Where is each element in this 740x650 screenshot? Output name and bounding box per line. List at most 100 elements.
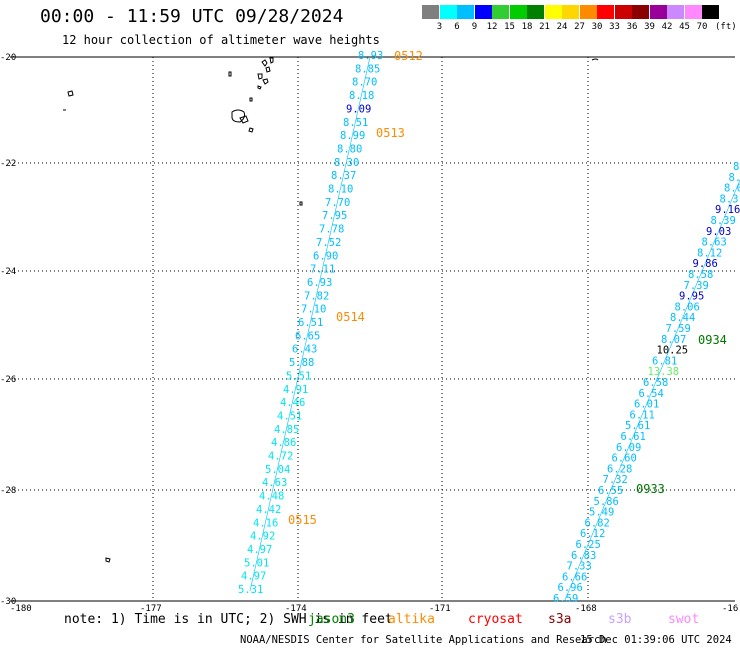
pass-time-label: 0933	[636, 482, 665, 496]
swh-value: 4.85	[274, 424, 299, 436]
island-outline	[231, 109, 245, 123]
legend-swatch	[509, 5, 527, 19]
island-outlines	[63, 57, 599, 563]
legend-label: 45	[679, 22, 690, 32]
legend-label: 30	[591, 22, 603, 32]
swh-value: 4.97	[247, 544, 272, 556]
swh-value: 4.46	[280, 397, 305, 409]
legend-label: 12	[486, 22, 498, 32]
swh-value: 13.38	[648, 366, 680, 378]
swh-value: 6.51	[298, 317, 323, 329]
swh-value: 9.16	[715, 204, 740, 216]
legend-unit: (ft)	[715, 22, 737, 32]
latitude-label: -26	[0, 375, 16, 385]
legend-label: 36	[626, 22, 638, 32]
legend-swatch	[597, 5, 614, 19]
swh-value: 8.58	[688, 269, 713, 281]
swh-value: 7.39	[684, 280, 709, 292]
swh-value: 7.33	[567, 561, 592, 573]
swh-value: 5.49	[589, 507, 614, 519]
map-title: 00:00 - 11:59 UTC 09/28/2024	[40, 6, 344, 27]
swh-value: 7.70	[325, 197, 350, 209]
legend-swatch	[527, 5, 544, 19]
swh-value: 5.04	[265, 464, 290, 476]
swh-value: 8.85	[355, 63, 380, 75]
swh-value: 4.51	[277, 410, 302, 422]
swh-value: 6.60	[612, 453, 637, 465]
swh-value: 6.25	[576, 539, 601, 551]
swh-value: 6.81	[652, 355, 677, 367]
swh-value: 6.96	[558, 582, 583, 594]
island-outline	[262, 78, 269, 85]
legend-label: 24	[556, 22, 568, 32]
swh-value: 8.18	[349, 90, 374, 102]
longitude-label: -171	[429, 604, 451, 614]
swh-value: 8.30	[334, 157, 359, 169]
island-outline	[257, 85, 262, 90]
satellite-label: cryosat	[468, 612, 523, 627]
legend-swatch	[702, 5, 719, 19]
swh-value: 6.93	[307, 277, 332, 289]
longitude-label: -168	[575, 604, 597, 614]
swh-value: 6.11	[630, 409, 655, 421]
legend-label: 9	[471, 22, 478, 32]
map-graticule	[10, 57, 735, 601]
longitude-label: -174	[285, 604, 307, 614]
ground-track-line	[249, 56, 371, 592]
legend-swatch	[439, 5, 457, 19]
latitude-label: -20	[0, 53, 16, 63]
swh-value: 7.95	[322, 210, 347, 222]
island-outline	[269, 57, 274, 64]
legend-label: 33	[609, 22, 620, 32]
swh-value: 6.55	[598, 485, 623, 497]
track-west: 8.938.85 8.708.189.09 8.518.998.80 8.308.37…	[238, 49, 423, 596]
swh-value: 6.66	[562, 571, 587, 583]
longitude-label: -16	[722, 604, 738, 614]
swh-value: 8.39	[711, 215, 736, 227]
swh-value: 9.09	[346, 103, 371, 115]
latitude-label: -22	[0, 159, 16, 169]
legend-swatch	[457, 5, 474, 19]
swh-value: 6.65	[295, 330, 320, 342]
legend-label: 6	[454, 22, 460, 32]
island-outline	[228, 71, 232, 77]
legend-label: 27	[574, 22, 585, 32]
island-outline	[261, 59, 268, 67]
swh-value: 5.61	[625, 420, 650, 432]
swh-value: 8.70	[352, 77, 377, 89]
latitude-label: -24	[0, 267, 16, 277]
legend-label: 15	[504, 22, 515, 32]
satellite-label: swot	[668, 612, 700, 627]
swh-value: 9.03	[706, 226, 731, 238]
swh-value: 7.32	[603, 474, 628, 486]
swh-value: 8.3	[720, 193, 739, 205]
legend-swatch	[562, 5, 579, 19]
map-frame	[10, 56, 735, 602]
swh-value: 9.86	[693, 258, 718, 270]
island-outline	[105, 557, 111, 563]
island-outline	[257, 73, 263, 80]
swh-value: 8.07	[661, 334, 686, 346]
longitude-label: -177	[140, 604, 162, 614]
legend-swatch	[544, 5, 562, 19]
swh-value: 6.09	[616, 442, 641, 454]
swh-value: 7.11	[310, 264, 335, 276]
legend-label: 70	[696, 22, 708, 32]
swh-value: 4.63	[262, 477, 287, 489]
island-outline	[299, 201, 303, 206]
pass-time-label: 0513	[376, 126, 405, 140]
swh-value: 6.90	[313, 250, 338, 262]
footer-credit: NOAA/NESDIS Center for Satellite Applica…	[240, 634, 607, 646]
swh-value: 7.59	[666, 323, 691, 335]
swh-value: 8.0	[724, 183, 740, 195]
swh-value: 6.12	[580, 528, 605, 540]
swh-value: 6.54	[639, 388, 664, 400]
swh-value: 5.88	[289, 357, 314, 369]
island-outline	[265, 66, 271, 73]
swh-value: 8.51	[343, 117, 368, 129]
swh-value: 6.59	[553, 593, 578, 605]
swh-value: 4.97	[241, 571, 266, 583]
island-outline	[248, 127, 254, 133]
island-outline	[249, 97, 253, 102]
